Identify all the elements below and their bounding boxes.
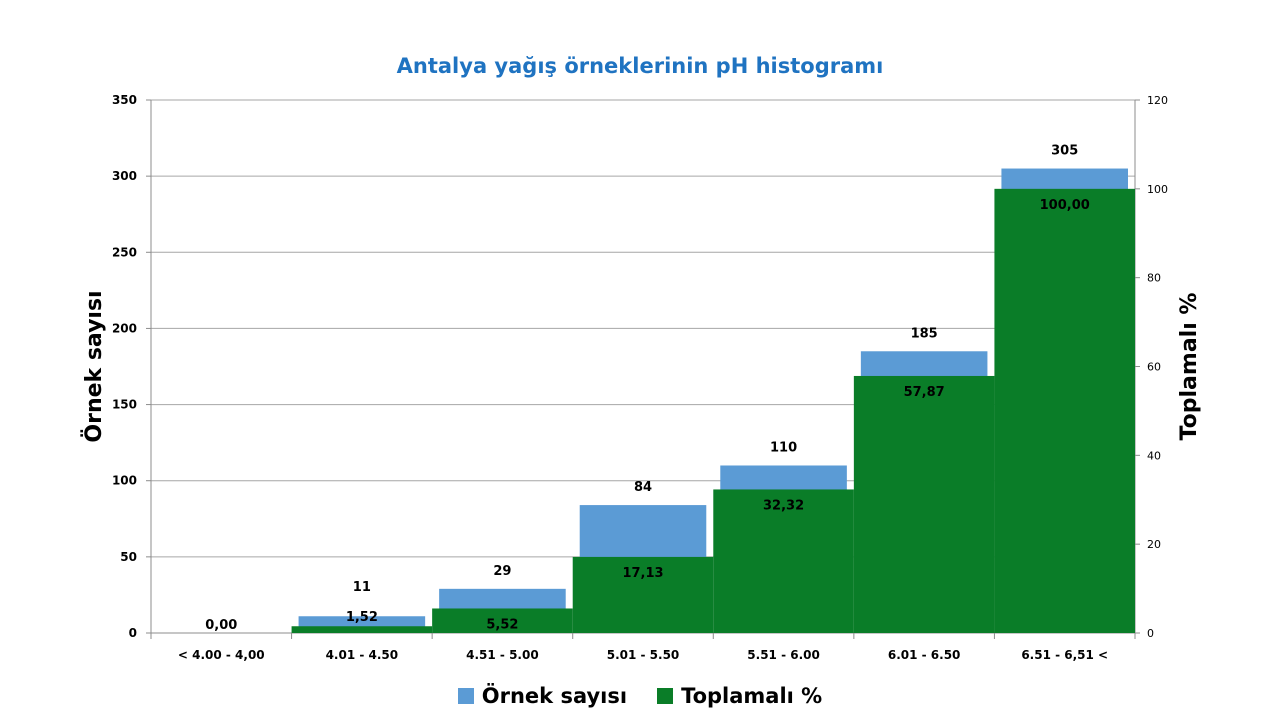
left-axis-tick-label: 200 (112, 321, 137, 335)
left-axis-tick-label: 0 (129, 626, 137, 640)
right-axis-tick-label: 0 (1147, 627, 1154, 640)
x-axis-tick-label: 6.51 - 6,51 < (1021, 648, 1108, 662)
left-axis-tick-label: 300 (112, 169, 137, 183)
left-axis-tick-label: 350 (112, 93, 137, 107)
legend-label-cumulative: Toplamalı % (681, 684, 823, 708)
cumulative-data-label: 0,00 (205, 618, 237, 633)
y2-axis-title: Toplamalı % (1177, 293, 1202, 441)
left-axis-tick-label: 150 (112, 398, 137, 412)
legend-label-count: Örnek sayısı (481, 684, 628, 708)
legend: Örnek sayısı Toplamalı % (0, 684, 1280, 708)
right-axis-tick-label: 100 (1147, 183, 1168, 196)
cumulative-data-label: 1,52 (346, 610, 378, 625)
legend-item-cumulative: Toplamalı % (657, 684, 822, 708)
cumulative-bar (853, 375, 995, 633)
count-data-label: 29 (493, 564, 511, 579)
x-axis-tick-label: 6.01 - 6.50 (888, 648, 961, 662)
cumulative-bar (572, 556, 714, 633)
y-axis-title: Örnek sayısı (81, 290, 107, 442)
count-data-label: 185 (911, 326, 938, 341)
x-axis-tick-label: 4.51 - 5.00 (466, 648, 539, 662)
legend-swatch-cumulative (657, 688, 674, 704)
cumulative-data-label: 100,00 (1040, 198, 1090, 213)
right-axis-tick-label: 20 (1147, 538, 1161, 551)
cumulative-data-label: 57,87 (904, 385, 945, 400)
right-axis-tick-label: 120 (1147, 94, 1168, 107)
count-data-label: 11 (353, 580, 371, 595)
cumulative-data-label: 5,52 (486, 617, 518, 632)
cumulative-bar (994, 188, 1135, 634)
count-data-label: 110 (770, 440, 797, 455)
left-axis-tick-label: 250 (112, 245, 137, 259)
right-axis-tick-label: 60 (1147, 361, 1161, 374)
cumulative-bar (432, 608, 573, 633)
chart-title: Antalya yağış örneklerinin pH histogramı (396, 54, 884, 78)
x-axis-tick-label: 4.01 - 4.50 (326, 648, 399, 662)
legend-item-count: Örnek sayısı (457, 684, 628, 708)
count-data-label: 84 (634, 480, 652, 495)
x-axis-tick-label: 5.51 - 6.00 (747, 648, 820, 662)
cumulative-bar (713, 489, 854, 633)
left-axis-tick-label: 50 (120, 550, 137, 564)
x-axis-tick-label: < 4.00 - 4,00 (178, 648, 265, 662)
x-axis-tick-label: 5.01 - 5.50 (607, 648, 680, 662)
cumulative-bar (291, 626, 433, 633)
legend-swatch-count (457, 688, 474, 704)
left-axis-tick-label: 100 (112, 474, 137, 488)
cumulative-data-label: 17,13 (622, 566, 663, 581)
cumulative-data-label: 32,32 (763, 498, 804, 513)
right-axis-tick-label: 80 (1147, 272, 1161, 285)
right-axis-tick-label: 40 (1147, 449, 1161, 462)
count-data-label: 305 (1051, 144, 1078, 159)
